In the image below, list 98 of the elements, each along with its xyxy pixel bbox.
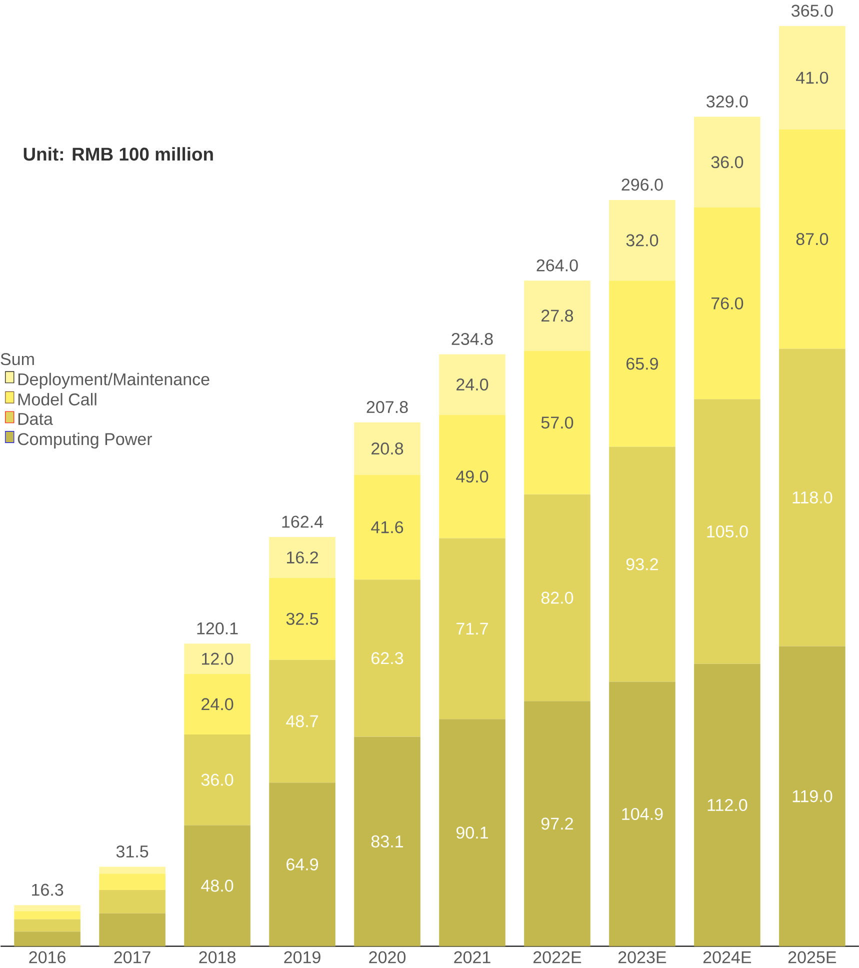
data-label: 83.1 [371, 835, 403, 848]
data-label: 32.0 [626, 234, 658, 246]
x-tick-label: 2019 [284, 951, 320, 964]
data-label: 48.7 [286, 715, 318, 728]
data-label: 119.0 [792, 790, 832, 802]
legend-label: Deployment/Maintenance [18, 372, 210, 389]
bar [184, 734, 250, 826]
x-tick-label: 2020 [368, 951, 406, 964]
bar [524, 280, 590, 351]
x-tick-label: 2021 [454, 951, 490, 964]
data-label: 48.0 [200, 880, 233, 892]
total-label: 162.4 [282, 516, 323, 528]
bar [354, 474, 420, 580]
bar [438, 538, 506, 720]
bar [438, 719, 506, 946]
bar [524, 701, 590, 946]
bar [778, 646, 846, 946]
bar [268, 537, 336, 578]
bar [184, 644, 250, 674]
x-tick-label: 2023E [618, 951, 666, 964]
bar [694, 399, 760, 664]
bar [608, 200, 676, 281]
bar [98, 890, 166, 914]
data-label: 24.0 [456, 378, 488, 391]
bar [98, 874, 166, 890]
annotation: Unit: RMB 100 million [24, 147, 213, 161]
bar [354, 580, 420, 737]
data-label: 87.0 [796, 233, 828, 246]
data-label: 97.2 [541, 818, 573, 830]
bar [354, 736, 420, 946]
bar [268, 782, 336, 946]
data-label: 62.3 [371, 652, 403, 664]
x-tick-label: 2016 [28, 951, 66, 964]
data-label: 104.9 [622, 808, 662, 820]
data-label: 112.0 [708, 799, 747, 812]
total-label: 264.0 [536, 259, 578, 272]
data-label: 82.0 [541, 592, 573, 604]
bar [14, 911, 80, 920]
legend-title: Sum [0, 353, 34, 366]
bar [694, 208, 760, 400]
data-label: 57.0 [541, 416, 573, 429]
bar [524, 494, 590, 702]
data-label: 105.0 [706, 525, 748, 538]
x-tick-label: 2018 [198, 951, 236, 964]
bar [778, 129, 846, 349]
data-label: 71.7 [456, 622, 488, 635]
bar [438, 414, 506, 538]
bar [608, 682, 676, 946]
data-label: 20.8 [371, 442, 403, 455]
data-label: 41.0 [796, 72, 828, 84]
data-label: 93.2 [626, 558, 658, 570]
bar [608, 446, 676, 682]
bar [184, 674, 250, 734]
bar [438, 354, 506, 415]
data-label: 49.0 [456, 470, 488, 483]
data-label: 64.9 [286, 858, 318, 870]
bar [694, 664, 760, 946]
bar [778, 348, 846, 646]
x-tick-label: 2022E [533, 951, 581, 964]
bar [694, 116, 760, 208]
data-label: 90.1 [456, 826, 488, 839]
bar [268, 660, 336, 783]
x-tick-label: 2024E [703, 951, 751, 964]
total-label: 365.0 [791, 4, 833, 17]
bar [14, 919, 80, 932]
total-label: 296.0 [622, 178, 663, 191]
bar [98, 866, 166, 874]
x-tick-label: 2025E [788, 951, 836, 964]
total-label: 31.5 [116, 845, 148, 858]
data-label: 24.0 [201, 698, 233, 710]
data-label: 36.0 [711, 156, 743, 168]
bar [184, 825, 250, 946]
data-label: 41.6 [370, 521, 403, 534]
bar [524, 350, 590, 494]
data-label: 16.2 [286, 551, 318, 564]
bar [778, 26, 846, 130]
data-label: 12.0 [202, 652, 233, 665]
legend-label: Model Call [18, 392, 96, 406]
data-label: 118.0 [792, 491, 832, 504]
bar [354, 422, 420, 475]
data-label: 32.5 [286, 612, 318, 625]
total-label: 329.0 [706, 95, 748, 108]
data-label: 76.0 [711, 297, 743, 310]
data-label: 27.8 [541, 310, 573, 322]
legend-label: Computing Power [18, 432, 152, 448]
x-tick-label: 2017 [114, 951, 150, 964]
bar [14, 905, 80, 912]
total-label: 207.8 [366, 401, 408, 414]
total-label: 16.3 [32, 884, 63, 896]
bar [268, 578, 336, 660]
total-label: 120.1 [197, 622, 238, 634]
legend-label: Data [18, 413, 53, 425]
bar [98, 913, 166, 946]
bar [608, 280, 676, 447]
data-label: 36.0 [201, 774, 233, 786]
bar [14, 932, 80, 946]
data-label: 65.9 [626, 358, 658, 370]
total-label: 234.8 [452, 332, 493, 345]
